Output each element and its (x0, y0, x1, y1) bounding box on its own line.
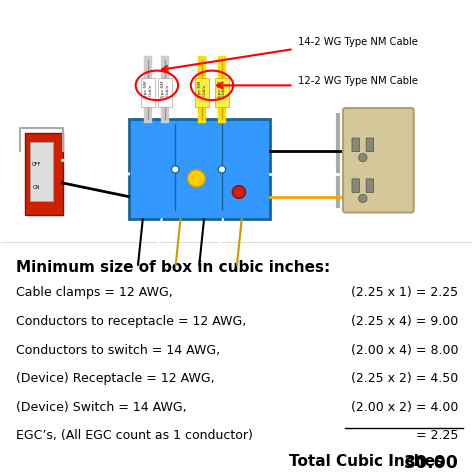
FancyBboxPatch shape (366, 138, 374, 152)
FancyBboxPatch shape (128, 119, 270, 219)
Text: = 2.25: = 2.25 (416, 429, 458, 442)
Text: (2.00 x 4) = 8.00: (2.00 x 4) = 8.00 (351, 344, 458, 356)
Text: Type NM
Cable: Type NM Cable (198, 81, 207, 99)
FancyBboxPatch shape (352, 138, 359, 152)
Text: 12-2 WG Type NM Cable: 12-2 WG Type NM Cable (298, 76, 418, 86)
Circle shape (358, 154, 367, 162)
Text: Type NM
Cable: Type NM Cable (144, 81, 153, 99)
Text: EGC’s, (All EGC count as 1 conductor): EGC’s, (All EGC count as 1 conductor) (16, 429, 252, 442)
Circle shape (172, 166, 179, 173)
FancyBboxPatch shape (141, 78, 155, 107)
FancyBboxPatch shape (343, 108, 414, 212)
Text: (Device) Receptacle = 12 AWG,: (Device) Receptacle = 12 AWG, (16, 372, 214, 385)
Circle shape (188, 170, 205, 187)
Circle shape (232, 186, 246, 199)
FancyBboxPatch shape (30, 142, 53, 201)
Text: 30.00: 30.00 (403, 455, 458, 473)
Text: (2.25 x 1) = 2.25: (2.25 x 1) = 2.25 (351, 286, 458, 300)
Text: (2.25 x 4) = 9.00: (2.25 x 4) = 9.00 (351, 315, 458, 328)
Text: Minimum size of box in cubic inches:: Minimum size of box in cubic inches: (16, 260, 330, 275)
FancyBboxPatch shape (158, 78, 173, 107)
Text: Conductors to switch = 14 AWG,: Conductors to switch = 14 AWG, (16, 344, 219, 356)
Circle shape (218, 166, 226, 173)
Circle shape (358, 194, 367, 202)
Text: OFF: OFF (32, 162, 41, 167)
Text: Type NM
Cable: Type NM Cable (218, 81, 226, 99)
Text: Conductors to receptacle = 12 AWG,: Conductors to receptacle = 12 AWG, (16, 315, 246, 328)
FancyBboxPatch shape (215, 78, 229, 107)
FancyBboxPatch shape (352, 179, 359, 192)
Text: (2.25 x 2) = 4.50: (2.25 x 2) = 4.50 (351, 372, 458, 385)
FancyBboxPatch shape (366, 179, 374, 192)
FancyBboxPatch shape (195, 78, 209, 107)
FancyBboxPatch shape (25, 133, 63, 215)
Text: ON: ON (33, 185, 40, 190)
Text: Type NM
Cable: Type NM Cable (161, 81, 170, 99)
Text: (2.00 x 2) = 4.00: (2.00 x 2) = 4.00 (351, 401, 458, 414)
Text: Cable clamps = 12 AWG,: Cable clamps = 12 AWG, (16, 286, 172, 300)
Text: Total Cubic Inches: Total Cubic Inches (289, 455, 444, 469)
Text: 14-2 WG Type NM Cable: 14-2 WG Type NM Cable (298, 37, 418, 47)
Text: (Device) Switch = 14 AWG,: (Device) Switch = 14 AWG, (16, 401, 186, 414)
